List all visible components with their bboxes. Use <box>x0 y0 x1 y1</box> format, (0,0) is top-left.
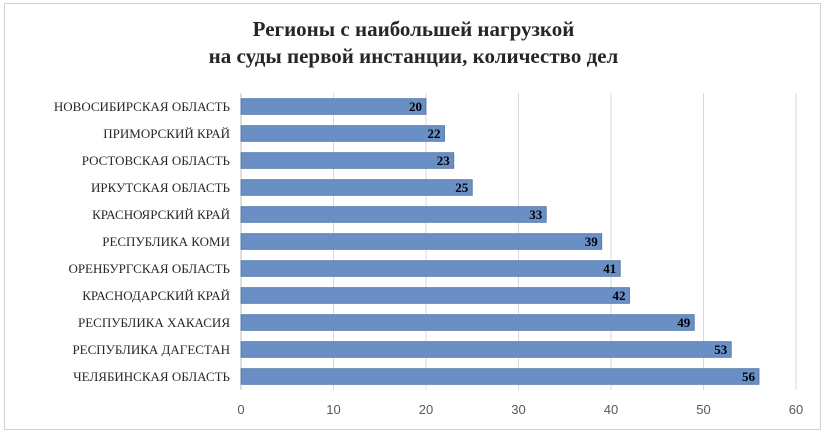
chart-title-line-1: Регионы с наибольшей нагрузкой <box>252 17 575 41</box>
x-tick-label: 40 <box>604 402 618 417</box>
x-tick-label: 30 <box>511 402 525 417</box>
x-tick-label: 10 <box>326 402 340 417</box>
bar <box>240 260 621 277</box>
bar <box>240 287 630 304</box>
chart-title: Регионы с наибольшей нагрузкой на суды п… <box>0 16 827 70</box>
data-label: 42 <box>613 288 626 303</box>
category-label: КРАСНОДАРСКИЙ КРАЙ <box>82 288 230 303</box>
bar <box>240 368 760 385</box>
bar <box>240 152 455 169</box>
x-tick-label: 20 <box>419 402 433 417</box>
bar <box>240 125 445 142</box>
category-label: ПРИМОРСКИЙ КРАЙ <box>103 126 230 141</box>
category-label: ЧЕЛЯБИНСКАЯ ОБЛАСТЬ <box>73 369 230 384</box>
category-label: РЕСПУБЛИКА ДАГЕСТАН <box>72 342 230 357</box>
category-label: ОРЕНБУРГСКАЯ ОБЛАСТЬ <box>68 261 230 276</box>
x-tick-label: 50 <box>696 402 710 417</box>
category-label: КРАСНОЯРСКИЙ КРАЙ <box>92 207 230 222</box>
data-label: 49 <box>677 315 691 330</box>
category-label: РЕСПУБЛИКА ХАКАСИЯ <box>78 315 230 330</box>
category-label: РЕСПУБЛИКА КОМИ <box>102 234 230 249</box>
data-label: 23 <box>437 153 451 168</box>
x-tick-label: 60 <box>789 402 803 417</box>
bar <box>240 233 603 250</box>
data-label: 39 <box>585 234 599 249</box>
bar <box>240 341 732 358</box>
category-label: ИРКУТСКАЯ ОБЛАСТЬ <box>91 180 231 195</box>
chart-title-line-2: на суды первой инстанции, количество дел <box>208 44 619 68</box>
bar <box>240 314 695 331</box>
bar <box>240 206 547 223</box>
category-label: РОСТОВСКАЯ ОБЛАСТЬ <box>82 153 231 168</box>
category-label: НОВОСИБИРСКАЯ ОБЛАСТЬ <box>54 99 231 114</box>
bar <box>240 179 473 196</box>
bar <box>240 98 427 115</box>
data-label: 56 <box>742 369 756 384</box>
data-label: 25 <box>455 180 469 195</box>
data-label: 20 <box>409 99 422 114</box>
data-label: 22 <box>428 126 441 141</box>
x-tick-label: 0 <box>237 402 244 417</box>
data-label: 53 <box>714 342 728 357</box>
data-label: 33 <box>529 207 543 222</box>
data-label: 41 <box>603 261 616 276</box>
